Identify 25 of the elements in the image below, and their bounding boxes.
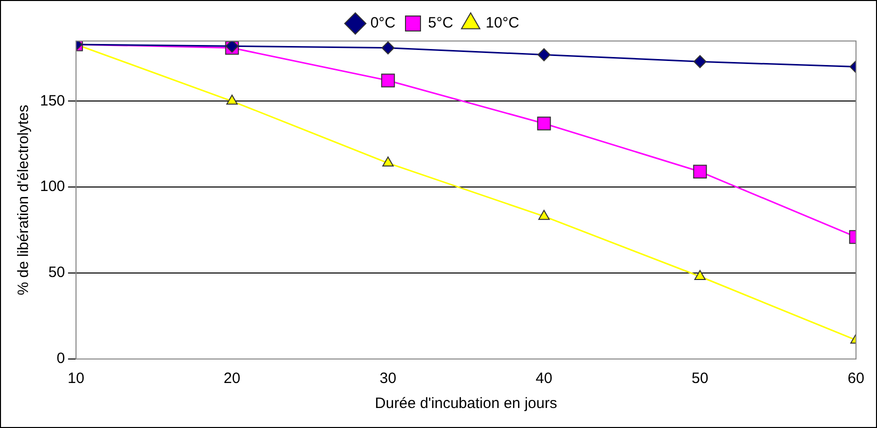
point xyxy=(382,41,395,54)
point xyxy=(694,55,707,68)
x-tick-label: 60 xyxy=(848,370,864,388)
point xyxy=(382,156,394,167)
x-tick-label: 40 xyxy=(536,370,552,388)
y-tick-label: 0 xyxy=(56,350,66,368)
y-axis-title: % de libération d'électrolytes xyxy=(15,104,32,296)
x-axis-title: Durée d'incubation en jours xyxy=(374,395,558,412)
point xyxy=(538,48,551,62)
legend-label: 10°C xyxy=(486,14,520,32)
x-tick-label: 50 xyxy=(692,370,708,388)
legend-label: 5°C xyxy=(428,14,454,32)
x-tick-label: 30 xyxy=(380,370,396,388)
point xyxy=(537,116,551,130)
point xyxy=(694,270,706,280)
point xyxy=(538,210,550,220)
point xyxy=(226,94,238,105)
y-tick-label: 100 xyxy=(40,178,66,196)
legend-label: 0°C xyxy=(370,14,396,32)
x-tick-label: 10 xyxy=(68,370,84,388)
y-tick-label: 150 xyxy=(40,92,66,110)
x-tick-label: 20 xyxy=(224,370,240,388)
point xyxy=(381,74,395,88)
y-tick-label: 50 xyxy=(48,264,66,282)
point xyxy=(693,164,707,178)
